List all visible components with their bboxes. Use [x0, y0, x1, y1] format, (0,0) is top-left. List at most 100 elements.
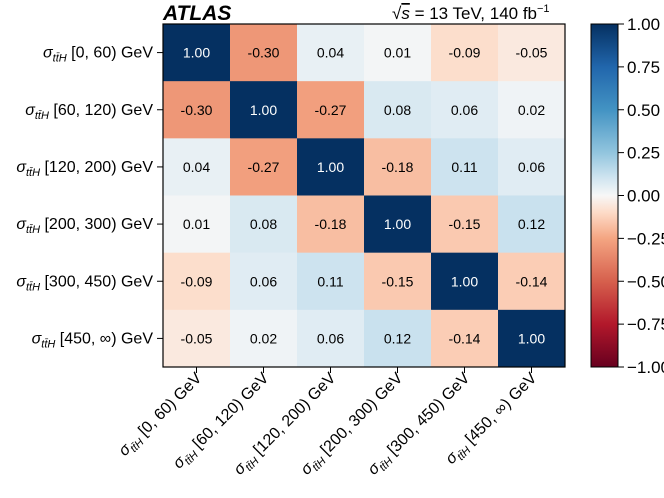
heatmap-cell — [364, 24, 432, 82]
cell-value-label: 0.01 — [183, 216, 210, 232]
heatmap-cell — [364, 252, 432, 311]
colorbar-tick-label: 0.50 — [627, 101, 660, 120]
energy-label: √s = 13 TeV, 140 fb−1 — [392, 3, 550, 23]
cell-value-label: 0.02 — [518, 102, 545, 118]
row-label: σtt̄H [300, 450) GeV — [16, 273, 153, 293]
heatmap-cell — [230, 309, 298, 368]
heatmap-cell — [431, 81, 499, 139]
colorbar-tick-label: −0.25 — [627, 229, 664, 248]
sqrt-variable: s — [401, 4, 410, 23]
cell-value-label: -0.05 — [181, 330, 213, 346]
heatmap-cell — [297, 252, 365, 311]
cell-value-label: 0.11 — [317, 273, 343, 289]
heatmap-cell — [163, 24, 231, 82]
heatmap-cell — [163, 252, 231, 311]
cell-value-label: 0.06 — [518, 159, 545, 175]
heatmap-cell — [230, 195, 298, 254]
cell-value-label: 1.00 — [183, 45, 210, 61]
cell-value-label: -0.14 — [449, 330, 481, 346]
heatmap-cell — [364, 309, 432, 368]
svg-text:√s = 13 TeV, 140 fb−1: √s = 13 TeV, 140 fb−1 — [392, 3, 550, 23]
cell-value-label: -0.30 — [181, 102, 213, 118]
cell-value-label: -0.14 — [516, 273, 548, 289]
colorbar-tick-label: −0.75 — [627, 315, 664, 334]
heatmap-cell — [297, 195, 365, 254]
cell-value-label: 0.08 — [250, 216, 277, 232]
cell-value-label: 0.06 — [451, 102, 478, 118]
cell-value-label: 1.00 — [317, 159, 344, 175]
cell-value-label: 1.00 — [384, 216, 411, 232]
heatmap-cell — [297, 81, 365, 139]
heatmap-cell — [230, 81, 298, 139]
cell-value-label: -0.27 — [248, 159, 280, 175]
cell-value-label: -0.30 — [248, 45, 280, 61]
cell-value-label: 0.06 — [317, 330, 344, 346]
cell-value-label: -0.18 — [315, 216, 347, 232]
heatmap-cell — [364, 138, 432, 196]
heatmap-cell — [230, 138, 298, 196]
colorbar-tick-label: 0.75 — [627, 58, 660, 77]
cell-value-label: 0.12 — [384, 330, 411, 346]
cell-value-label: 0.04 — [183, 159, 210, 175]
heatmap-cell — [431, 309, 499, 368]
heatmap-cell — [297, 309, 365, 368]
cell-value-label: -0.15 — [449, 216, 481, 232]
matrix-frame — [162, 23, 566, 368]
heatmap-cell — [498, 195, 566, 254]
row-labels: σtt̄H [0, 60) GeV σtt̄H [60, 120) GeV σtt̄… — [16, 45, 153, 351]
correlation-matrix: 1.00 -0.30 0.04 0.01 -0.09 -0.05 -0.30 1.00 -0.2… — [163, 24, 566, 368]
heatmap-cell — [230, 252, 298, 311]
colorbar — [590, 23, 619, 368]
cell-value-label: 0.02 — [250, 330, 277, 346]
energy-value: = 13 TeV, 140 fb — [415, 4, 537, 23]
heatmap-cell — [431, 138, 499, 196]
cell-value-label: 1.00 — [518, 330, 545, 346]
cell-value-label: 0.01 — [384, 45, 411, 61]
heatmap-cell — [163, 81, 231, 139]
sqrt-symbol: √ — [392, 4, 402, 23]
heatmap-cell — [163, 138, 231, 196]
heatmap-cell — [163, 195, 231, 254]
axis-ticks — [157, 52, 532, 373]
row-label: σtt̄H [120, 200) GeV — [16, 159, 153, 179]
heatmap-cell — [498, 24, 566, 82]
colorbar-tick-label: 0.00 — [627, 187, 660, 206]
row-label: σtt̄H [0, 60) GeV — [43, 45, 153, 65]
heatmap-cell — [431, 24, 499, 82]
heatmap-cell — [364, 195, 432, 254]
colorbar-tick-label: 0.25 — [627, 144, 660, 163]
colorbar-tick-label: 1.00 — [627, 15, 660, 34]
energy-exponent: −1 — [537, 3, 550, 15]
experiment-label: ATLAS — [162, 2, 231, 25]
heatmap-cell — [498, 81, 566, 139]
cell-value-label: 0.08 — [384, 102, 411, 118]
cell-value-label: 1.00 — [250, 102, 277, 118]
heatmap-cell — [431, 252, 499, 311]
heatmap-cell — [498, 138, 566, 196]
heatmap-cell — [297, 24, 365, 82]
heatmap-cell — [431, 195, 499, 254]
cell-value-label: -0.15 — [382, 273, 414, 289]
heatmap-cell — [297, 138, 365, 196]
heatmap-cell — [364, 81, 432, 139]
cell-value-label: -0.09 — [181, 273, 213, 289]
row-label: σtt̄H [450, ∞) GeV — [32, 330, 154, 350]
cell-value-label: 0.04 — [317, 45, 344, 61]
cell-value-label: -0.18 — [382, 159, 414, 175]
colorbar-ticks: 1.00 0.75 0.50 0.25 0.00 −0.25 −0.50 −0.75 −1.00 — [618, 15, 664, 377]
colorbar-tick-label: −0.50 — [627, 272, 664, 291]
cell-value-label: 0.11 — [451, 159, 477, 175]
cell-value-label: -0.09 — [449, 45, 481, 61]
row-label: σtt̄H [60, 120) GeV — [25, 102, 153, 122]
cell-value-label: 0.12 — [518, 216, 545, 232]
cell-value-label: 1.00 — [451, 273, 478, 289]
heatmap-cell — [230, 24, 298, 82]
heatmap-cell — [163, 309, 231, 368]
row-label: σtt̄H [200, 300) GeV — [16, 216, 153, 236]
colorbar-tick-label: −1.00 — [627, 358, 664, 377]
heatmap-cell — [498, 309, 566, 368]
cell-value-label: 0.06 — [250, 273, 277, 289]
heatmap-cell — [498, 252, 566, 311]
